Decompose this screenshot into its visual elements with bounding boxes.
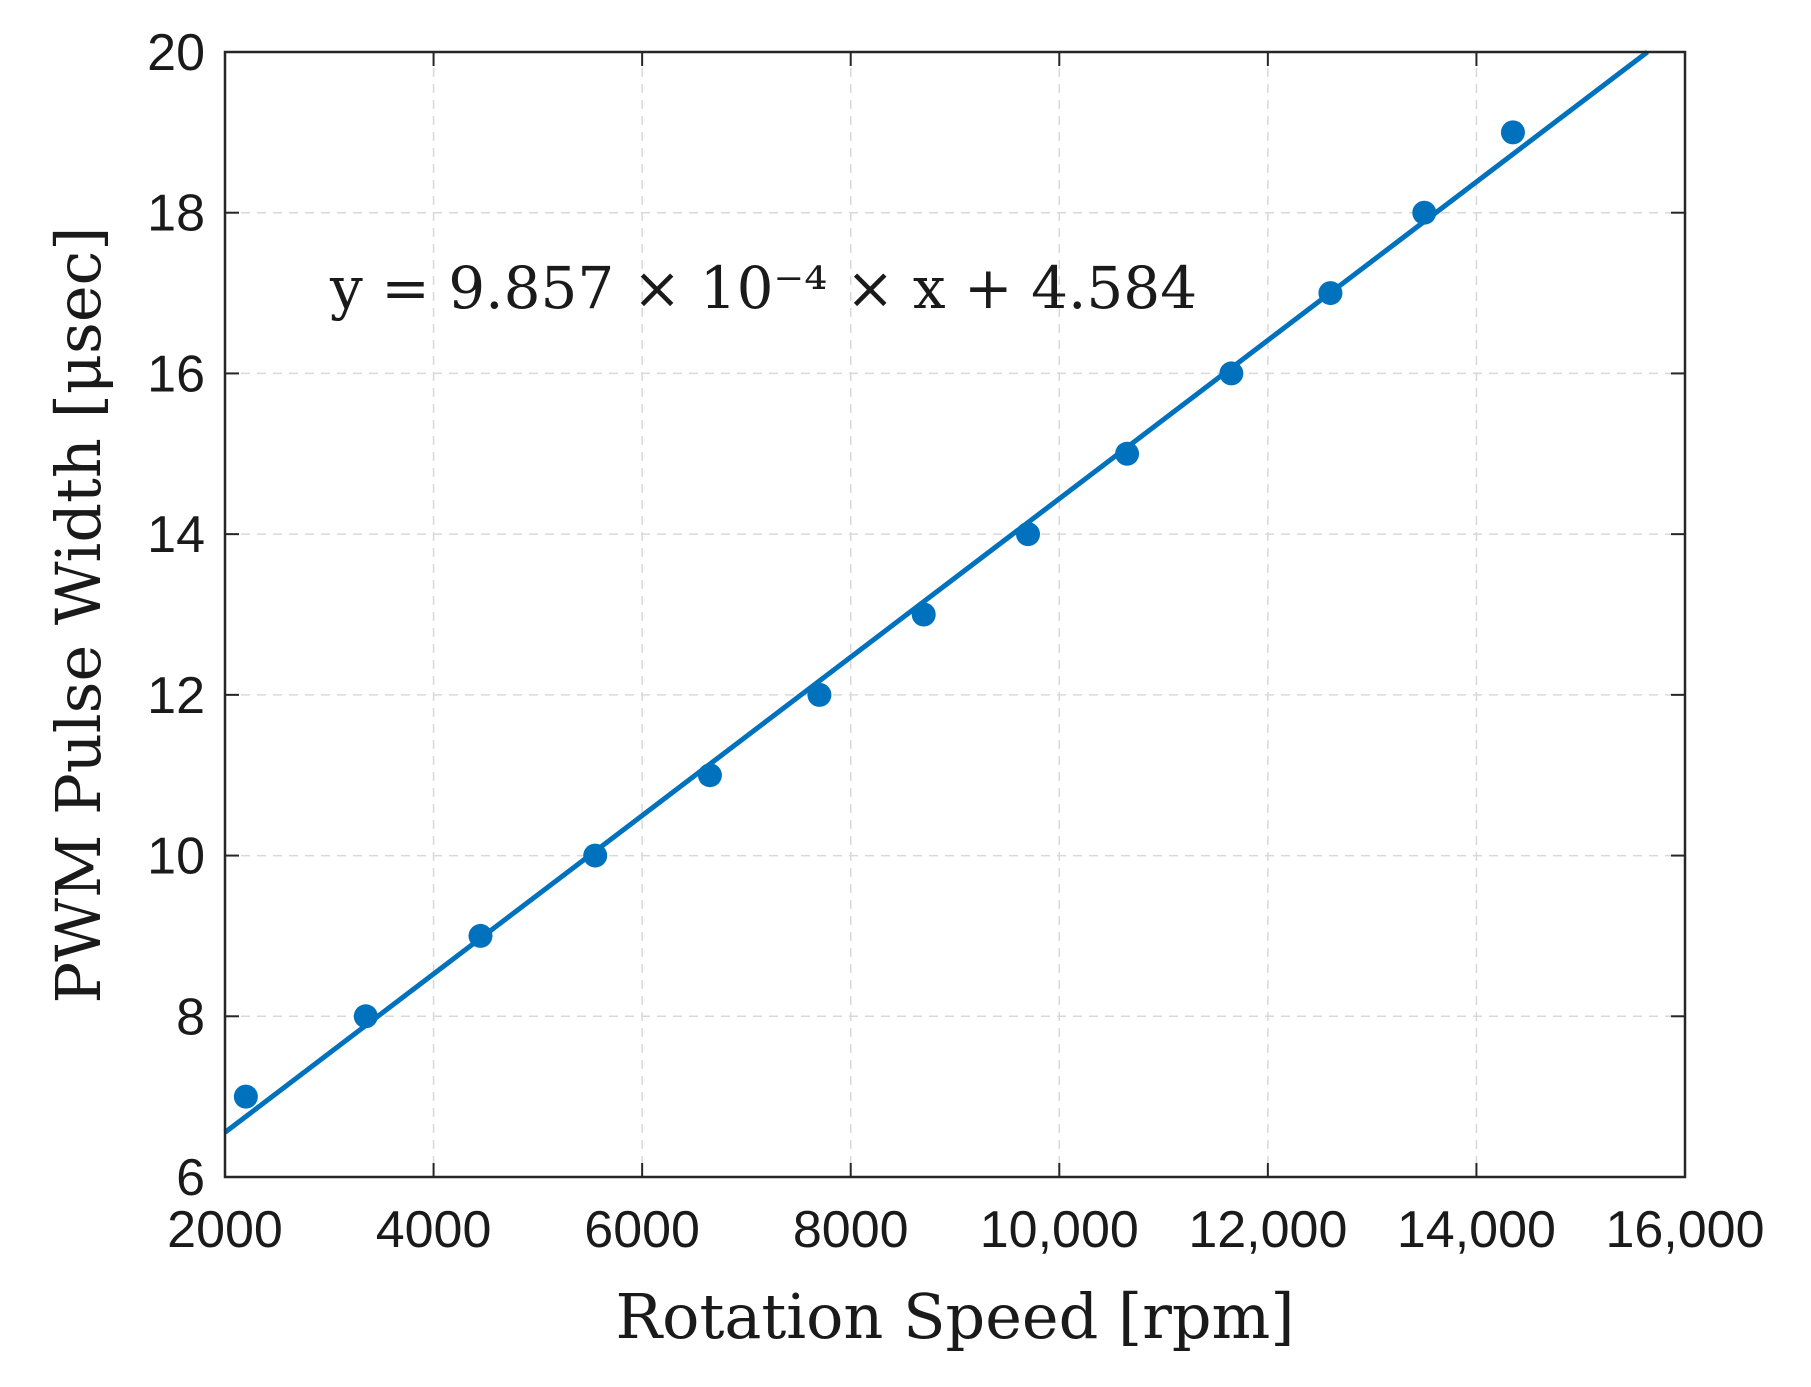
data-point (697, 763, 722, 788)
data-points (233, 120, 1525, 1109)
y-tick-label: 14 (147, 506, 205, 564)
data-point (468, 923, 493, 948)
plot-frame (223, 50, 1687, 1179)
y-tick-label: 16 (147, 345, 205, 403)
data-point (807, 682, 832, 707)
y-tick-label: 18 (147, 185, 205, 243)
data-point (1500, 120, 1525, 145)
y-tick-label: 20 (147, 24, 205, 82)
ticks (224, 51, 1686, 1178)
fit-line-layer (223, 50, 1649, 1135)
plot-background (225, 52, 1685, 1177)
fit-line (223, 50, 1649, 1135)
x-tick-label: 8000 (793, 1201, 909, 1259)
y-tick-labels: 6 8 10 12 14 16 18 20 (147, 24, 205, 1207)
data-point (1115, 441, 1140, 466)
fit-equation: y = 9.857 × 10⁻⁴ × x + 4.584 (329, 254, 1197, 322)
y-tick-label: 12 (147, 667, 205, 725)
x-tick-label: 16,000 (1605, 1201, 1764, 1259)
data-point (353, 1004, 378, 1029)
y-tick-label: 8 (176, 988, 205, 1046)
x-axis-title: Rotation Speed [rpm] (615, 1280, 1294, 1353)
data-point (1219, 361, 1244, 386)
x-tick-labels: 2000 4000 6000 8000 10,000 12,000 14,000 16,000 (167, 1201, 1764, 1259)
x-tick-label: 2000 (167, 1201, 283, 1259)
y-axis-title: PWM Pulse Width [μsec] (42, 227, 115, 1004)
data-point (1412, 200, 1437, 225)
x-tick-label: 12,000 (1188, 1201, 1347, 1259)
grid (225, 52, 1685, 1177)
y-tick-label: 6 (176, 1149, 205, 1207)
x-tick-label: 14,000 (1397, 1201, 1556, 1259)
data-point (233, 1084, 258, 1109)
data-point (911, 602, 936, 627)
x-tick-label: 6000 (584, 1201, 700, 1259)
data-point (583, 843, 608, 868)
data-point (1016, 522, 1040, 547)
y-tick-label: 10 (147, 828, 205, 886)
x-tick-label: 10,000 (980, 1201, 1139, 1259)
data-point (1318, 281, 1343, 306)
x-tick-label: 4000 (376, 1201, 492, 1259)
